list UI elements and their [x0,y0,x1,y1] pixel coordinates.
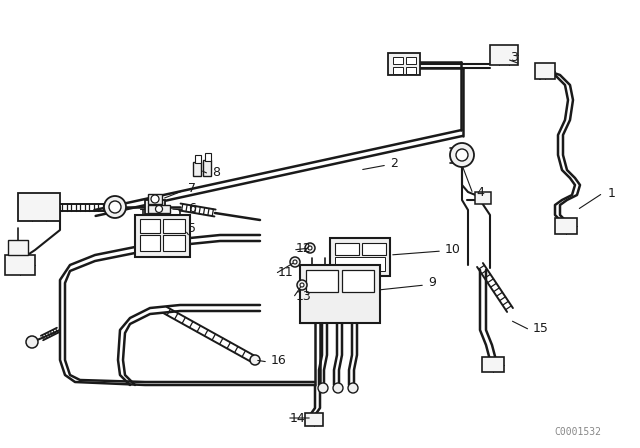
Bar [305,413,323,426]
Bar [205,153,211,161]
Circle shape [293,260,297,264]
Bar [140,235,160,251]
Bar [195,155,201,163]
Text: 14: 14 [290,412,306,425]
Bar [148,194,162,204]
Text: 7: 7 [188,181,196,194]
Bar [406,57,416,64]
Bar [148,205,170,213]
Bar [335,243,359,255]
Bar [5,255,35,275]
Circle shape [104,196,126,218]
Bar [193,162,201,176]
Circle shape [450,143,474,167]
Text: 2: 2 [390,156,398,169]
Circle shape [456,149,468,161]
Circle shape [297,280,307,290]
Circle shape [300,283,304,287]
Text: 15: 15 [533,322,549,335]
Circle shape [109,201,121,213]
Bar [388,53,420,75]
Bar [203,160,211,176]
Circle shape [26,336,38,348]
Bar [535,63,555,79]
Text: 5: 5 [188,221,196,234]
Text: 12: 12 [296,241,312,254]
Bar [306,270,338,292]
Text: 10: 10 [445,242,461,255]
Text: 16: 16 [271,353,287,366]
Bar [393,57,403,64]
Bar [163,235,185,251]
Circle shape [348,383,358,393]
Bar [140,219,160,233]
Bar [482,357,504,372]
Text: 1: 1 [608,186,616,199]
Bar [362,243,386,255]
Circle shape [290,257,300,267]
Bar [406,67,416,74]
Text: 13: 13 [296,289,312,302]
Bar [145,200,165,214]
Text: 8: 8 [212,165,220,178]
Bar [342,270,374,292]
Bar [300,265,380,323]
Circle shape [305,243,315,253]
Bar [163,219,185,233]
Bar [330,238,390,276]
Bar [18,193,60,221]
Circle shape [308,246,312,250]
Bar [393,67,403,74]
Text: 6: 6 [188,202,196,215]
Circle shape [250,355,260,365]
Text: 4: 4 [476,185,484,198]
Bar [475,192,491,204]
Text: 11: 11 [278,266,294,279]
Circle shape [318,383,328,393]
Bar [135,215,190,257]
Bar [490,45,518,65]
Circle shape [333,383,343,393]
Text: 9: 9 [428,276,436,289]
Bar [555,218,577,234]
Circle shape [151,195,159,203]
Bar [335,257,385,271]
Text: C0001532: C0001532 [554,427,602,437]
Bar [8,240,28,255]
Circle shape [156,206,163,212]
Text: 3: 3 [510,51,518,64]
